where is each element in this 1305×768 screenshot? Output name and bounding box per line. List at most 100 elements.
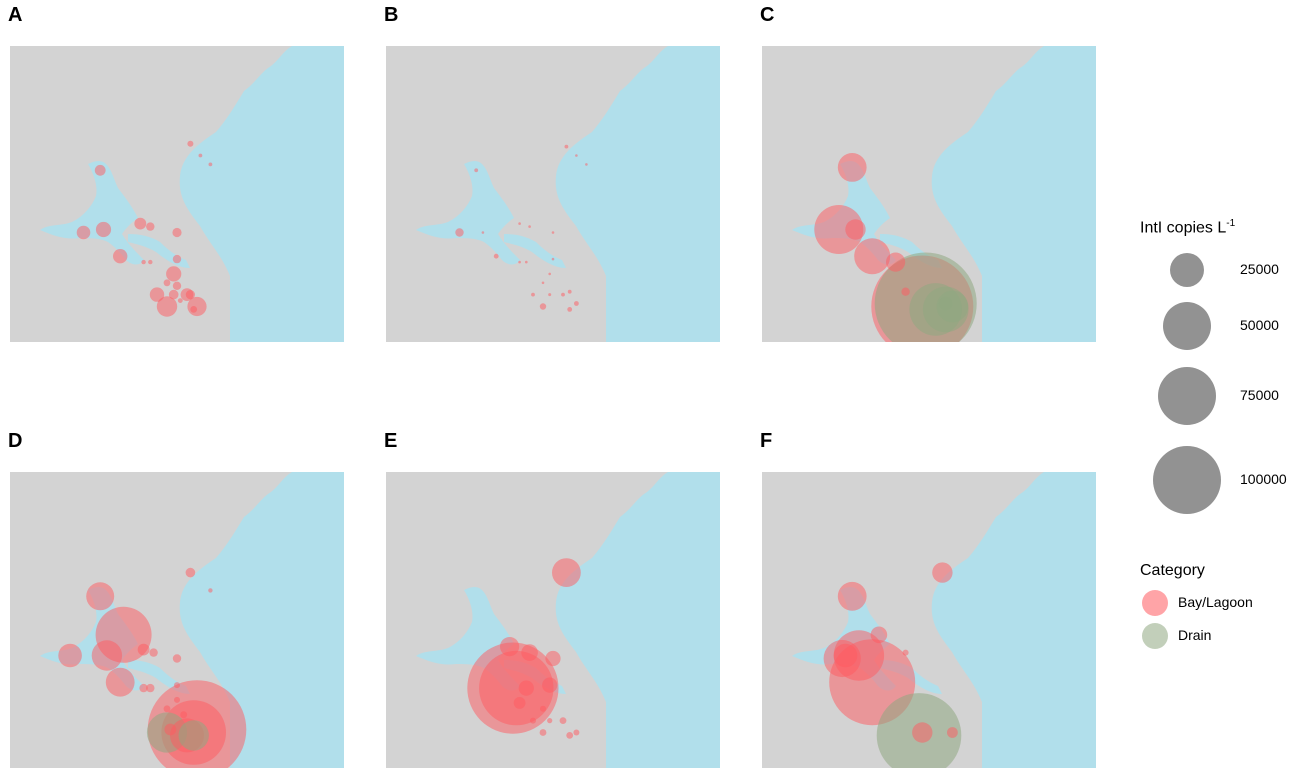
data-point-drain — [178, 720, 209, 751]
data-point-bay_lagoon — [163, 705, 171, 713]
ocean-water — [555, 46, 720, 342]
data-point-bay_lagoon — [902, 649, 909, 656]
data-point-bay_lagoon — [541, 281, 545, 285]
data-point-bay_lagoon — [947, 727, 958, 738]
data-point-bay_lagoon — [95, 221, 112, 238]
data-point-bay_lagoon — [901, 287, 910, 296]
data-point-bay_lagoon — [552, 558, 581, 587]
data-point-bay_lagoon — [585, 163, 588, 166]
category-legend-item: Bay/Lagoon — [1140, 588, 1300, 616]
data-point-bay_lagoon — [500, 637, 520, 657]
map-b — [386, 46, 720, 342]
data-point-bay_lagoon — [521, 644, 538, 661]
data-point-bay_lagoon — [185, 290, 195, 300]
map-a — [10, 46, 344, 342]
data-point-bay_lagoon — [190, 306, 198, 313]
data-point-bay_lagoon — [174, 696, 180, 703]
size-legend-circle — [1157, 366, 1217, 426]
data-point-bay_lagoon — [185, 567, 196, 578]
legend: IntI copies L-1 25000 50000 75000 100000 Ca… — [1140, 218, 1300, 658]
size-legend-circle — [1162, 301, 1212, 351]
data-point-bay_lagoon — [814, 205, 864, 254]
data-point-bay_lagoon — [146, 683, 155, 693]
data-point-bay_lagoon — [156, 296, 178, 317]
size-legend-item: 50000 — [1140, 286, 1300, 366]
panel-label-b: B — [384, 4, 399, 26]
data-point-bay_lagoon — [513, 697, 526, 709]
data-point-bay_lagoon — [208, 588, 213, 593]
size-legend-item: 25000 — [1140, 230, 1300, 310]
lagoon-water — [416, 161, 520, 265]
data-point-bay_lagoon — [837, 153, 867, 182]
data-point-bay_lagoon — [870, 626, 888, 644]
data-point-bay_lagoon — [833, 643, 858, 668]
data-point-bay_lagoon — [187, 140, 194, 147]
data-point-bay_lagoon — [172, 254, 182, 264]
panel-e: E — [384, 430, 720, 768]
data-point-bay_lagoon — [168, 289, 179, 300]
category-legend-item: Drain — [1140, 621, 1300, 649]
data-point-bay_lagoon — [198, 153, 203, 158]
category-swatch — [1142, 590, 1168, 616]
data-point-bay_lagoon — [455, 228, 464, 237]
data-point-bay_lagoon — [146, 222, 155, 231]
map-f — [762, 472, 1096, 768]
panel-f: F — [760, 430, 1096, 768]
data-point-bay_lagoon — [542, 677, 558, 693]
data-point-bay_lagoon — [148, 259, 153, 265]
data-point-bay_lagoon — [912, 722, 933, 743]
data-point-bay_lagoon — [172, 281, 182, 290]
data-point-bay_lagoon — [105, 667, 135, 697]
data-point-bay_lagoon — [76, 225, 91, 240]
data-point-bay_lagoon — [172, 654, 182, 663]
data-point-bay_lagoon — [149, 648, 158, 657]
data-point-bay_lagoon — [551, 257, 555, 261]
map-c — [762, 46, 1096, 342]
data-point-bay_lagoon — [548, 293, 552, 297]
data-point-bay_lagoon — [163, 279, 171, 287]
data-point-bay_lagoon — [149, 287, 165, 302]
data-point-bay_lagoon — [837, 581, 867, 611]
panel-label-a: A — [8, 4, 23, 26]
lagoon-water — [40, 161, 144, 265]
panel-label-f: F — [760, 430, 773, 452]
data-point-bay_lagoon — [564, 144, 569, 149]
data-point-bay_lagoon — [566, 732, 574, 739]
data-point-bay_lagoon — [525, 260, 528, 264]
panel-a: A — [8, 4, 344, 342]
map-d — [10, 472, 344, 768]
data-point-bay_lagoon — [141, 259, 146, 265]
data-point-bay_lagoon — [174, 682, 180, 689]
data-point-bay_lagoon — [886, 252, 906, 272]
data-point-bay_lagoon — [845, 219, 866, 240]
data-point-bay_lagoon — [134, 217, 147, 230]
data-point-bay_lagoon — [166, 266, 182, 282]
size-legend-item: 75000 — [1140, 356, 1300, 436]
size-legend-label: 100000 — [1240, 471, 1287, 487]
data-point-bay_lagoon — [530, 717, 536, 724]
data-point-bay_lagoon — [932, 562, 953, 583]
panel-d: D — [8, 430, 344, 768]
map-e — [386, 472, 720, 768]
data-point-bay_lagoon — [180, 711, 188, 719]
data-point-bay_lagoon — [561, 292, 565, 297]
size-legend-label: 25000 — [1240, 261, 1279, 277]
data-point-bay_lagoon — [164, 723, 177, 736]
data-point-bay_lagoon — [493, 253, 499, 259]
data-point-bay_lagoon — [91, 640, 123, 671]
category-label: Bay/Lagoon — [1178, 594, 1253, 610]
size-legend-circle — [1170, 253, 1204, 287]
panel-label-d: D — [8, 430, 23, 452]
ocean-water — [179, 472, 344, 768]
data-point-bay_lagoon — [547, 718, 553, 724]
size-legend-title: IntI copies L-1 — [1140, 218, 1236, 237]
ocean-water — [931, 472, 1096, 768]
panel-label-c: C — [760, 4, 775, 26]
category-swatch — [1142, 623, 1168, 649]
size-legend-label: 75000 — [1240, 387, 1279, 403]
data-point-bay_lagoon — [551, 231, 555, 234]
data-point-bay_lagoon — [575, 154, 578, 157]
data-point-bay_lagoon — [548, 272, 551, 276]
size-legend-item: 100000 — [1140, 440, 1300, 520]
data-point-bay_lagoon — [208, 162, 213, 167]
